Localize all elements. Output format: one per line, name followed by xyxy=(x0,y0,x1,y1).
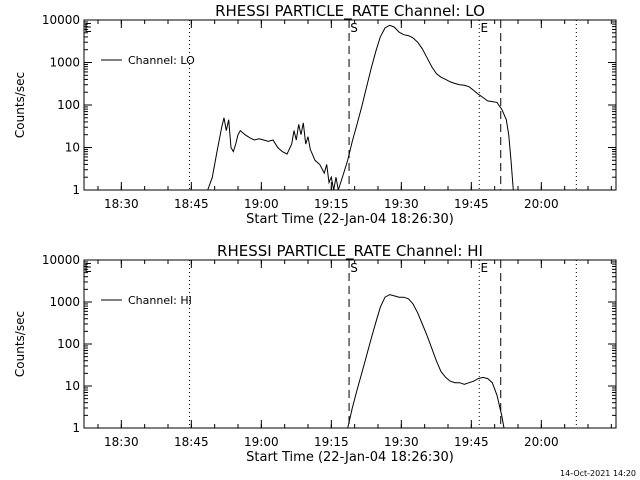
x-tick-label: 19:15 xyxy=(314,435,349,449)
marker-label: S xyxy=(350,21,358,35)
y-tick-label: 10000 xyxy=(42,13,80,27)
y-tick-label: 1000 xyxy=(49,56,80,70)
y-axis-label: Counts/sec xyxy=(13,311,27,377)
x-axis-label: Start Time (22-Jan-04 18:26:30) xyxy=(246,212,454,227)
x-tick-label: 19:00 xyxy=(244,197,279,211)
marker-label: E xyxy=(480,21,488,35)
legend-label: Channel: LO xyxy=(128,54,195,67)
y-tick-label: 1 xyxy=(72,183,80,197)
marker-label: S xyxy=(350,261,358,275)
corner-marker-label: E xyxy=(84,21,92,35)
y-tick-label: 10 xyxy=(65,379,80,393)
y-axis-label: Counts/sec xyxy=(13,72,27,138)
x-tick-label: 20:00 xyxy=(524,197,559,211)
y-tick-label: 1 xyxy=(72,421,80,435)
x-axis-label: Start Time (22-Jan-04 18:26:30) xyxy=(246,450,454,465)
timestamp-label: 14-Oct-2021 14:20 xyxy=(560,469,636,478)
x-tick-label: 18:30 xyxy=(104,197,139,211)
x-tick-label: 19:15 xyxy=(314,197,349,211)
y-tick-label: 10 xyxy=(65,141,80,155)
corner-marker-label: E xyxy=(84,261,92,275)
series-line xyxy=(347,294,505,429)
plot-frame xyxy=(83,259,617,429)
x-tick-label: 19:30 xyxy=(384,435,419,449)
x-tick-label: 18:45 xyxy=(174,197,209,211)
x-tick-label: 20:00 xyxy=(524,435,559,449)
x-tick-label: 19:00 xyxy=(244,435,279,449)
y-tick-label: 100 xyxy=(57,98,80,112)
series-line xyxy=(207,24,514,191)
x-tick-label: 19:45 xyxy=(454,197,489,211)
chart-panel-1: RHESSI PARTICLE_RATE Channel: HI 1 10 100 10… xyxy=(13,242,617,465)
legend-label: Channel: HI xyxy=(128,294,192,307)
x-tick-label: 19:30 xyxy=(384,197,419,211)
marker-label: E xyxy=(480,261,488,275)
chart-title: RHESSI PARTICLE_RATE Channel: LO xyxy=(215,2,485,21)
x-tick-label: 19:45 xyxy=(454,435,489,449)
y-tick-label: 100 xyxy=(57,337,80,351)
plot-frame xyxy=(83,19,617,191)
x-tick-label: 18:45 xyxy=(174,435,209,449)
y-tick-label: 1000 xyxy=(49,295,80,309)
chart-panel-0: RHESSI PARTICLE_RATE Channel: LO 1 10 100 10… xyxy=(13,2,617,227)
y-tick-label: 10000 xyxy=(42,253,80,267)
x-tick-label: 18:30 xyxy=(104,435,139,449)
chart-title: RHESSI PARTICLE_RATE Channel: HI xyxy=(217,242,483,261)
